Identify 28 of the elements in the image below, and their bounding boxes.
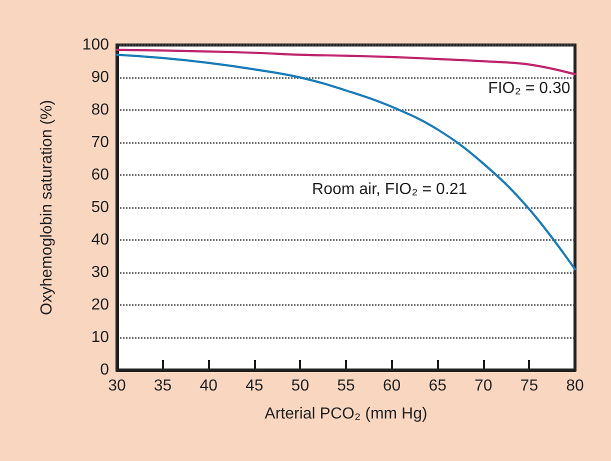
- y-tick-label: 80: [91, 102, 110, 118]
- x-tick-label: 75: [520, 378, 538, 394]
- y-tick-label: 100: [82, 36, 110, 54]
- y-axis-title: Oxyhemoglobin saturation (%): [38, 100, 56, 316]
- y-tick-label: 20: [91, 296, 110, 314]
- x-tick-label: 80: [566, 378, 584, 394]
- x-tick-label: 30: [108, 378, 126, 394]
- x-tick-label: 45: [246, 378, 264, 394]
- y-tick-label: 70: [91, 134, 110, 151]
- y-tick-label: 90: [91, 69, 110, 86]
- x-tick-label: 70: [474, 378, 492, 394]
- y-tick-label: 50: [91, 199, 110, 216]
- series-label: Room air, FIO₂ = 0.21: [312, 181, 468, 198]
- y-tick-label: 60: [91, 166, 110, 184]
- y-tick-label: 40: [91, 232, 110, 248]
- x-tick-label: 60: [382, 378, 401, 394]
- y-tick-label: 30: [91, 264, 110, 281]
- x-tick-label: 40: [200, 378, 218, 394]
- y-tick-label: 0: [100, 362, 110, 378]
- y-tick-label: 10: [91, 329, 110, 346]
- x-tick-label: 35: [154, 378, 172, 394]
- x-tick-label: 65: [428, 378, 447, 394]
- x-tick-label: 50: [291, 378, 310, 394]
- x-tick-label: 55: [337, 378, 355, 394]
- x-axis-title: Arterial PCO₂ (mm Hg): [264, 406, 428, 422]
- line-series: [116, 54, 576, 270]
- line-series: [116, 48, 576, 76]
- series-label: FIO₂ = 0.30: [488, 80, 570, 97]
